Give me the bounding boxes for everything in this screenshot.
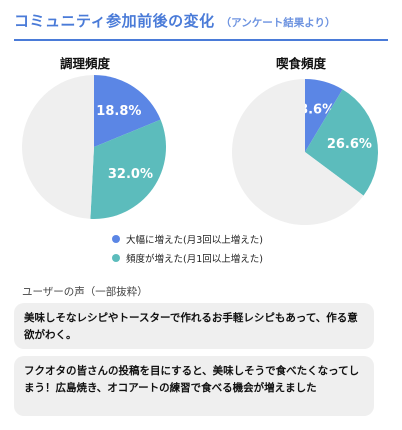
voice-bubble: フクオタの皆さんの投稿を目にすると、美味しそうで食べたくなってしまう！広島焼き、… <box>14 356 374 416</box>
pie-1-slice-2 <box>232 79 364 225</box>
legend-swatch-blue <box>112 234 120 243</box>
chart-title-cooking: 調理頻度 <box>60 56 111 71</box>
legend-item-large-increase: 大幅に増えた(月3回以上増えた) <box>112 229 263 248</box>
chart-title-eating: 喫食頻度 <box>276 56 327 71</box>
title-line: コミュニティ参加前後の変化 （アンケート結果より） <box>14 10 388 31</box>
pie-0-slice-1-label: 32.0% <box>108 167 153 182</box>
pie-1-slice-0-label: 8.6% <box>299 102 335 117</box>
legend-label: 大幅に増えた(月3回以上増えた) <box>126 234 263 246</box>
header: コミュニティ参加前後の変化 （アンケート結果より） <box>14 10 388 41</box>
legend-label: 頻度が増えた(月1回以上増えた) <box>126 253 263 265</box>
pie-charts: 18.8% 32.0% 8.6% 26.6% <box>22 75 379 225</box>
pie-0-slice-2 <box>22 75 95 219</box>
voices-heading: ユーザーの声（一部抜粋） <box>22 286 148 298</box>
page-title: コミュニティ参加前後の変化 <box>14 12 215 30</box>
pie-0-slice-0-label: 18.8% <box>96 104 141 119</box>
legend-swatch-teal <box>112 253 120 262</box>
pie-1-slice-0 <box>305 79 343 152</box>
voice-bubble: 美味しそなレシピやトースターで作れるお手軽レシピもあって、作る意欲がわく。 <box>14 303 374 349</box>
legend: 大幅に増えた(月3回以上増えた) 頻度が増えた(月1回以上増えた) <box>112 229 263 267</box>
title-underline <box>14 39 388 41</box>
legend-item-increase: 頻度が増えた(月1回以上増えた) <box>112 248 263 267</box>
pie-1-slice-1-label: 26.6% <box>327 137 372 152</box>
pie-0-slice-1 <box>90 119 166 219</box>
pie-0-slice-0 <box>94 75 161 147</box>
page-subtitle: （アンケート結果より） <box>220 17 336 29</box>
pie-1-slice-1 <box>305 89 379 196</box>
